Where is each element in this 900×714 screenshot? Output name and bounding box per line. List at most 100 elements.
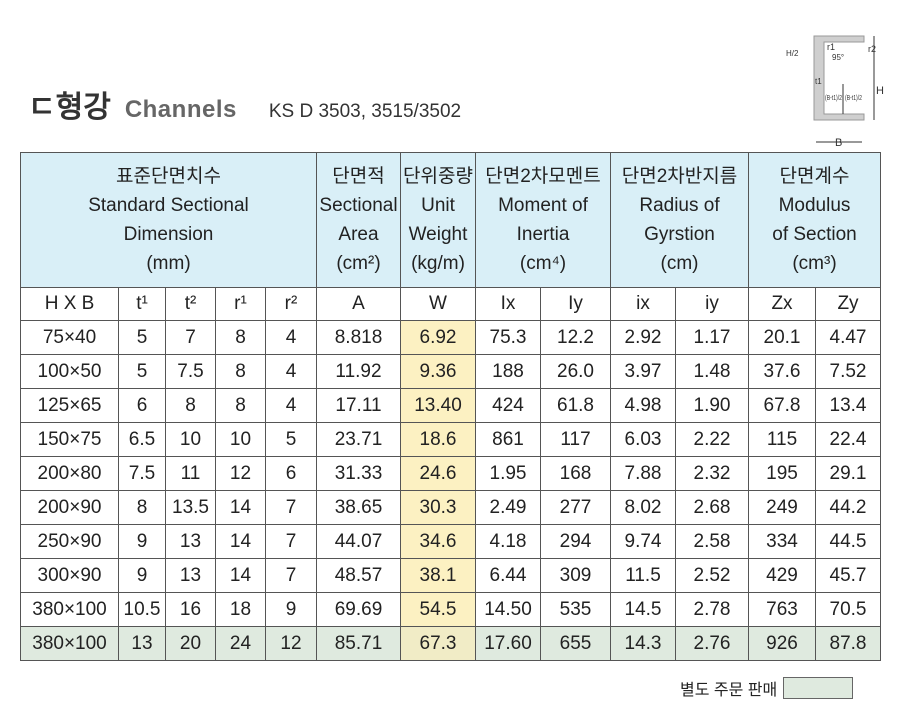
table-cell: 9	[118, 524, 166, 559]
table-cell: 18.6	[400, 422, 476, 457]
table-cell: 8	[215, 388, 266, 423]
column-header: ix	[610, 287, 676, 321]
column-header: t¹	[118, 287, 166, 321]
header-unit: (cm)	[660, 253, 699, 274]
header-ko: 표준단면치수	[116, 166, 221, 187]
header-en2: Inertia	[516, 224, 570, 245]
diagram-label-half-flange-right: (B-t1)/2	[845, 95, 862, 102]
diagram-label-r1: r1	[827, 42, 835, 52]
table-cell: 4.18	[475, 524, 541, 559]
table-cell: 13.40	[400, 388, 476, 423]
table-cell: 14.3	[610, 626, 676, 661]
table-cell: 11.92	[316, 354, 401, 389]
table-cell: 9	[265, 592, 317, 627]
table-cell: 12.2	[540, 320, 611, 355]
table-cell: 6.44	[475, 558, 541, 593]
table-cell: 6.5	[118, 422, 166, 457]
table-cell: 1.90	[675, 388, 749, 423]
table-cell: 11	[165, 456, 216, 491]
table-cell: 125×65	[20, 388, 119, 423]
table-cell: 7.52	[815, 354, 881, 389]
table-cell: 75×40	[20, 320, 119, 355]
table-row: 125×65 6 8 8 4 17.11 13.40 424 61.8 4.98 1.90 67.8 1…	[20, 388, 881, 423]
table-cell: 85.71	[316, 626, 401, 661]
diagram-label-width: B	[835, 137, 842, 149]
table-cell: 61.8	[540, 388, 611, 423]
table-cell: 23.71	[316, 422, 401, 457]
table-cell: 5	[118, 354, 166, 389]
table-cell: 17.60	[475, 626, 541, 661]
special-order-label: 별도 주문 판매	[680, 682, 778, 699]
header-unit: (cm⁴)	[519, 253, 567, 274]
column-header: H X B	[20, 287, 119, 321]
table-cell: 7	[165, 320, 216, 355]
table-cell: 8	[215, 354, 266, 389]
table-cell: 168	[540, 456, 611, 491]
title-korean: ㄷ형강	[28, 91, 111, 124]
table-cell: 13.5	[165, 490, 216, 525]
header-group: 표준단면치수 Standard Sectional Dimension (mm)	[20, 152, 317, 288]
table-row: 300×90 9 13 14 7 48.57 38.1 6.44 309 11.5 2.52 429 4…	[20, 558, 881, 593]
table-cell: 195	[748, 456, 816, 491]
table-cell: 48.57	[316, 558, 401, 593]
table-cell: 188	[475, 354, 541, 389]
table-cell: 9.74	[610, 524, 676, 559]
table-cell: 380×100	[20, 626, 119, 661]
table-cell: 34.6	[400, 524, 476, 559]
table-cell: 29.1	[815, 456, 881, 491]
table-cell: 535	[540, 592, 611, 627]
table-cell: 2.52	[675, 558, 749, 593]
table-cell: 44.2	[815, 490, 881, 525]
table-cell: 4	[265, 320, 317, 355]
table-row: 150×75 6.5 10 10 5 23.71 18.6 861 117 6.03 2.22 115…	[20, 422, 881, 457]
column-header: Iy	[540, 287, 611, 321]
table-cell: 380×100	[20, 592, 119, 627]
table-cell: 2.68	[675, 490, 749, 525]
diagram-label-angle: 95°	[832, 53, 844, 62]
header-en2: Weight	[408, 224, 468, 245]
table-cell: 1.48	[675, 354, 749, 389]
header-en1: Moment of	[498, 195, 588, 216]
table-cell: 150×75	[20, 422, 119, 457]
table-cell: 7.5	[165, 354, 216, 389]
special-order-swatch	[783, 677, 854, 699]
table-cell: 250×90	[20, 524, 119, 559]
column-header: A	[316, 287, 401, 321]
table-cell: 2.78	[675, 592, 749, 627]
header-en2: of Section	[772, 224, 857, 245]
table-cell: 67.3	[400, 626, 476, 661]
table-cell: 424	[475, 388, 541, 423]
table-cell: 31.33	[316, 456, 401, 491]
header-group: 단면2차모멘트 Moment of Inertia (cm⁴)	[475, 152, 611, 288]
diagram-label-half-height: H/2	[786, 49, 799, 58]
column-header: iy	[675, 287, 749, 321]
table-cell: 26.0	[540, 354, 611, 389]
table-cell: 10	[165, 422, 216, 457]
table-cell: 7	[265, 524, 317, 559]
table-cell: 17.11	[316, 388, 401, 423]
table-cell: 8	[118, 490, 166, 525]
table-cell: 1.95	[475, 456, 541, 491]
header-unit: (cm²)	[336, 253, 381, 274]
table-cell: 10	[215, 422, 266, 457]
header-en1: Sectional	[319, 195, 398, 216]
channel-section-diagram: H/2 r1 95° r2 t1 H (B-t1)/2 (B-t1)/2 B	[786, 35, 884, 149]
header-en1: Modulus	[778, 195, 851, 216]
table-cell: 30.3	[400, 490, 476, 525]
table-cell: 249	[748, 490, 816, 525]
header-ko: 단면2차반지름	[621, 166, 738, 187]
table-cell: 75.3	[475, 320, 541, 355]
header-ko: 단면2차모멘트	[485, 166, 601, 187]
column-header: W	[400, 287, 476, 321]
header-en2: Gyrstion	[644, 224, 715, 245]
table-cell: 14	[215, 490, 266, 525]
table-cell: 70.5	[815, 592, 881, 627]
header-group: 단면2차반지름 Radius of Gyrstion (cm)	[610, 152, 749, 288]
column-header: Ix	[475, 287, 541, 321]
table-cell: 8	[165, 388, 216, 423]
channels-spec-table: 표준단면치수 Standard Sectional Dimension (mm) 단면적…	[20, 152, 881, 661]
table-cell: 7	[265, 558, 317, 593]
table-cell: 9.36	[400, 354, 476, 389]
page-title: ㄷ형강 Channels KS D 3503, 3515/3502	[28, 82, 461, 126]
table-cell: 87.8	[815, 626, 881, 661]
